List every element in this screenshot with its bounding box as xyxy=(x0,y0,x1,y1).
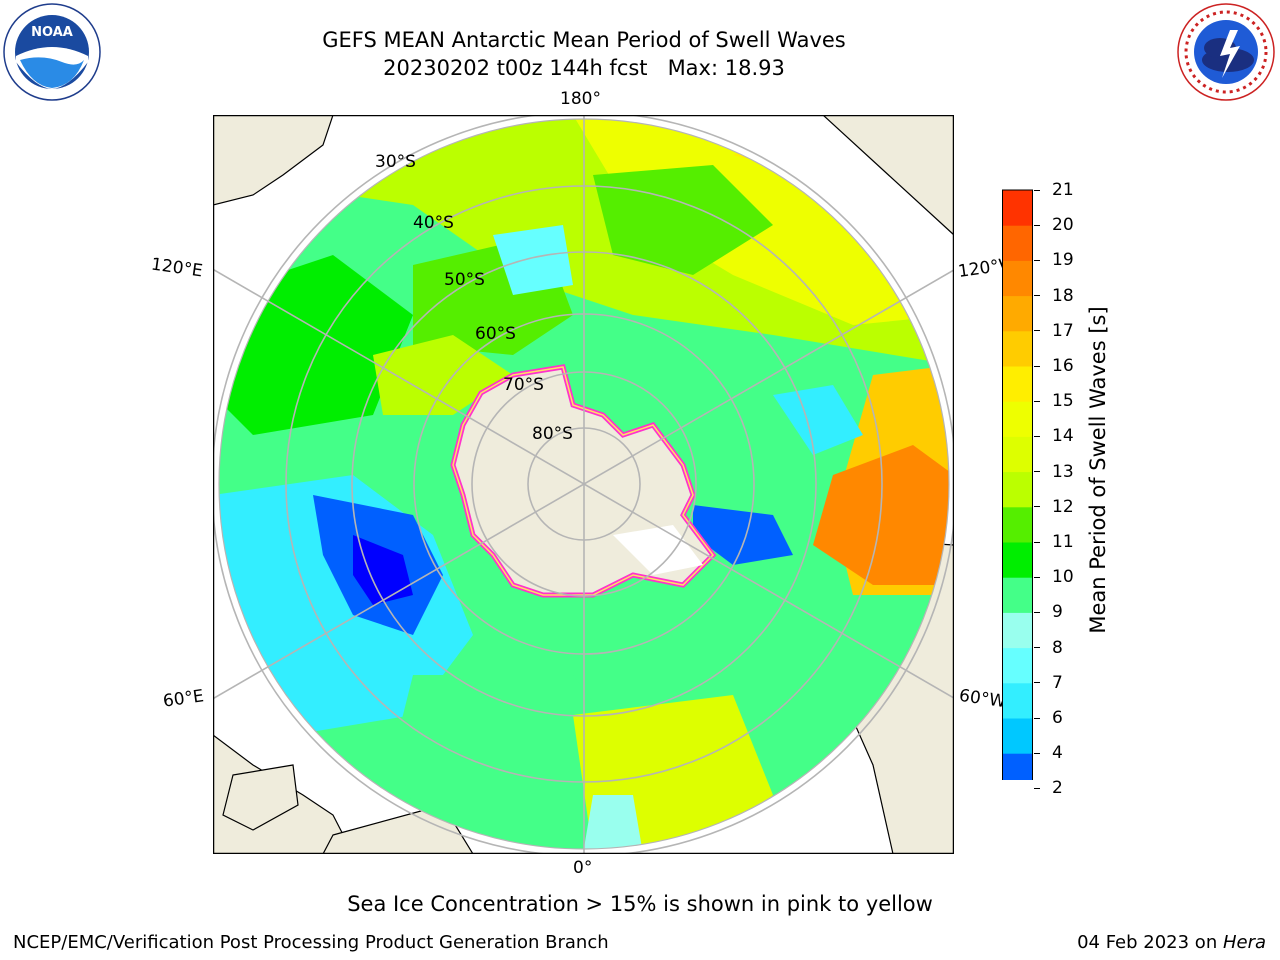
colorbar-tick-label: 12 xyxy=(1052,496,1074,517)
colorbar-tick xyxy=(1034,259,1040,261)
colorbar-tick xyxy=(1034,752,1040,754)
colorbar-segment xyxy=(1002,260,1033,297)
lat-label-70s: 70°S xyxy=(503,375,544,395)
colorbar-segment xyxy=(1002,718,1033,754)
colorbar-tick xyxy=(1034,647,1040,649)
colorbar-tick xyxy=(1034,611,1040,613)
colorbar-tick-label: 21 xyxy=(1052,180,1074,200)
colorbar-tick-label: 18 xyxy=(1052,285,1074,306)
colorbar-segment xyxy=(1002,471,1033,508)
colorbar-segment xyxy=(1002,753,1033,789)
footer-machine: Hera xyxy=(1222,932,1266,953)
colorbar-tick-label: 13 xyxy=(1052,461,1074,482)
lon-label-0: 0° xyxy=(573,858,593,878)
colorbar-segment xyxy=(1002,366,1033,402)
lon-label-60e: 60°E xyxy=(161,686,206,712)
colorbar-tick xyxy=(1034,787,1040,789)
colorbar-tick xyxy=(1034,506,1040,508)
colorbar-segment xyxy=(1002,295,1033,332)
colorbar-tick-label: 16 xyxy=(1052,356,1074,376)
colorbar-tick xyxy=(1034,400,1040,402)
colorbar-tick xyxy=(1034,295,1040,297)
colorbar-tick-label: 7 xyxy=(1052,672,1063,693)
colorbar-segment xyxy=(1002,506,1033,543)
colorbar-segment xyxy=(1002,401,1033,437)
colorbar-tick-label: 15 xyxy=(1052,391,1074,412)
colorbar-tick-label: 14 xyxy=(1052,426,1074,447)
colorbar-tick-label: 2 xyxy=(1052,778,1063,799)
footer-date-text: 04 Feb 2023 on xyxy=(1077,932,1223,953)
colorbar-segment xyxy=(1002,647,1033,684)
colorbar-tick-label: 10 xyxy=(1052,567,1074,588)
lat-label-40s: 40°S xyxy=(413,213,454,233)
colorbar-segment xyxy=(1002,577,1033,613)
colorbar-tick-label: 19 xyxy=(1052,250,1074,271)
colorbar-segment xyxy=(1002,542,1033,578)
colorbar-label: Mean Period of Swell Waves [s] xyxy=(1086,306,1110,634)
noaa-logo: NOAA xyxy=(2,2,102,102)
colorbar-tick-label: 11 xyxy=(1052,532,1074,552)
colorbar-tick xyxy=(1034,682,1040,684)
colorbar-tick-label: 4 xyxy=(1052,743,1063,764)
lat-label-80s: 80°S xyxy=(532,424,573,444)
chart-title: GEFS MEAN Antarctic Mean Period of Swell… xyxy=(322,28,846,52)
colorbar-tick-label: 9 xyxy=(1052,602,1063,623)
antarctic-map: 180° 0° 120°E 60°E 120°W 60°W 30°S 40°S … xyxy=(150,89,1017,878)
colorbar-tick xyxy=(1034,224,1040,226)
lon-label-180: 180° xyxy=(560,89,601,109)
colorbar-tick-label: 17 xyxy=(1052,320,1074,341)
colorbar-tick xyxy=(1034,576,1040,578)
footer-date: 04 Feb 2023 on Hera xyxy=(1077,932,1266,954)
colorbar xyxy=(1001,188,1034,818)
colorbar-tick xyxy=(1034,189,1040,191)
colorbar-segment xyxy=(1002,682,1033,719)
colorbar-tick xyxy=(1034,471,1040,473)
sea-ice-caption: Sea Ice Concentration > 15% is shown in … xyxy=(347,892,933,916)
graticule xyxy=(213,115,954,854)
footer-org: NCEP/EMC/Verification Post Processing Pr… xyxy=(13,932,609,953)
lat-label-50s: 50°S xyxy=(444,270,485,290)
land-australia xyxy=(213,115,334,206)
colorbar-segment xyxy=(1002,612,1033,649)
colorbar-tick-label: 6 xyxy=(1052,708,1063,728)
colorbar-tick xyxy=(1034,435,1040,437)
colorbar-segment xyxy=(1002,190,1033,226)
colorbar-segment xyxy=(1002,330,1033,367)
lat-label-30s: 30°S xyxy=(375,152,416,172)
colorbar-tick xyxy=(1034,365,1040,367)
colorbar-tick-label: 20 xyxy=(1052,215,1074,236)
lon-label-60w: 60°W xyxy=(957,685,1008,713)
colorbar-segment xyxy=(1002,436,1033,473)
colorbar-segment xyxy=(1002,225,1033,261)
svg-text:NOAA: NOAA xyxy=(31,25,73,40)
colorbar-tick xyxy=(1034,330,1040,332)
lon-label-120e: 120°E xyxy=(149,254,204,282)
colorbar-tick xyxy=(1034,717,1040,719)
nws-logo xyxy=(1176,2,1276,102)
chart-subtitle: 20230202 t00z 144h fcst Max: 18.93 xyxy=(383,56,785,80)
colorbar-tick-label: 8 xyxy=(1052,637,1063,658)
lat-label-60s: 60°S xyxy=(475,324,516,344)
colorbar-tick xyxy=(1034,541,1040,543)
